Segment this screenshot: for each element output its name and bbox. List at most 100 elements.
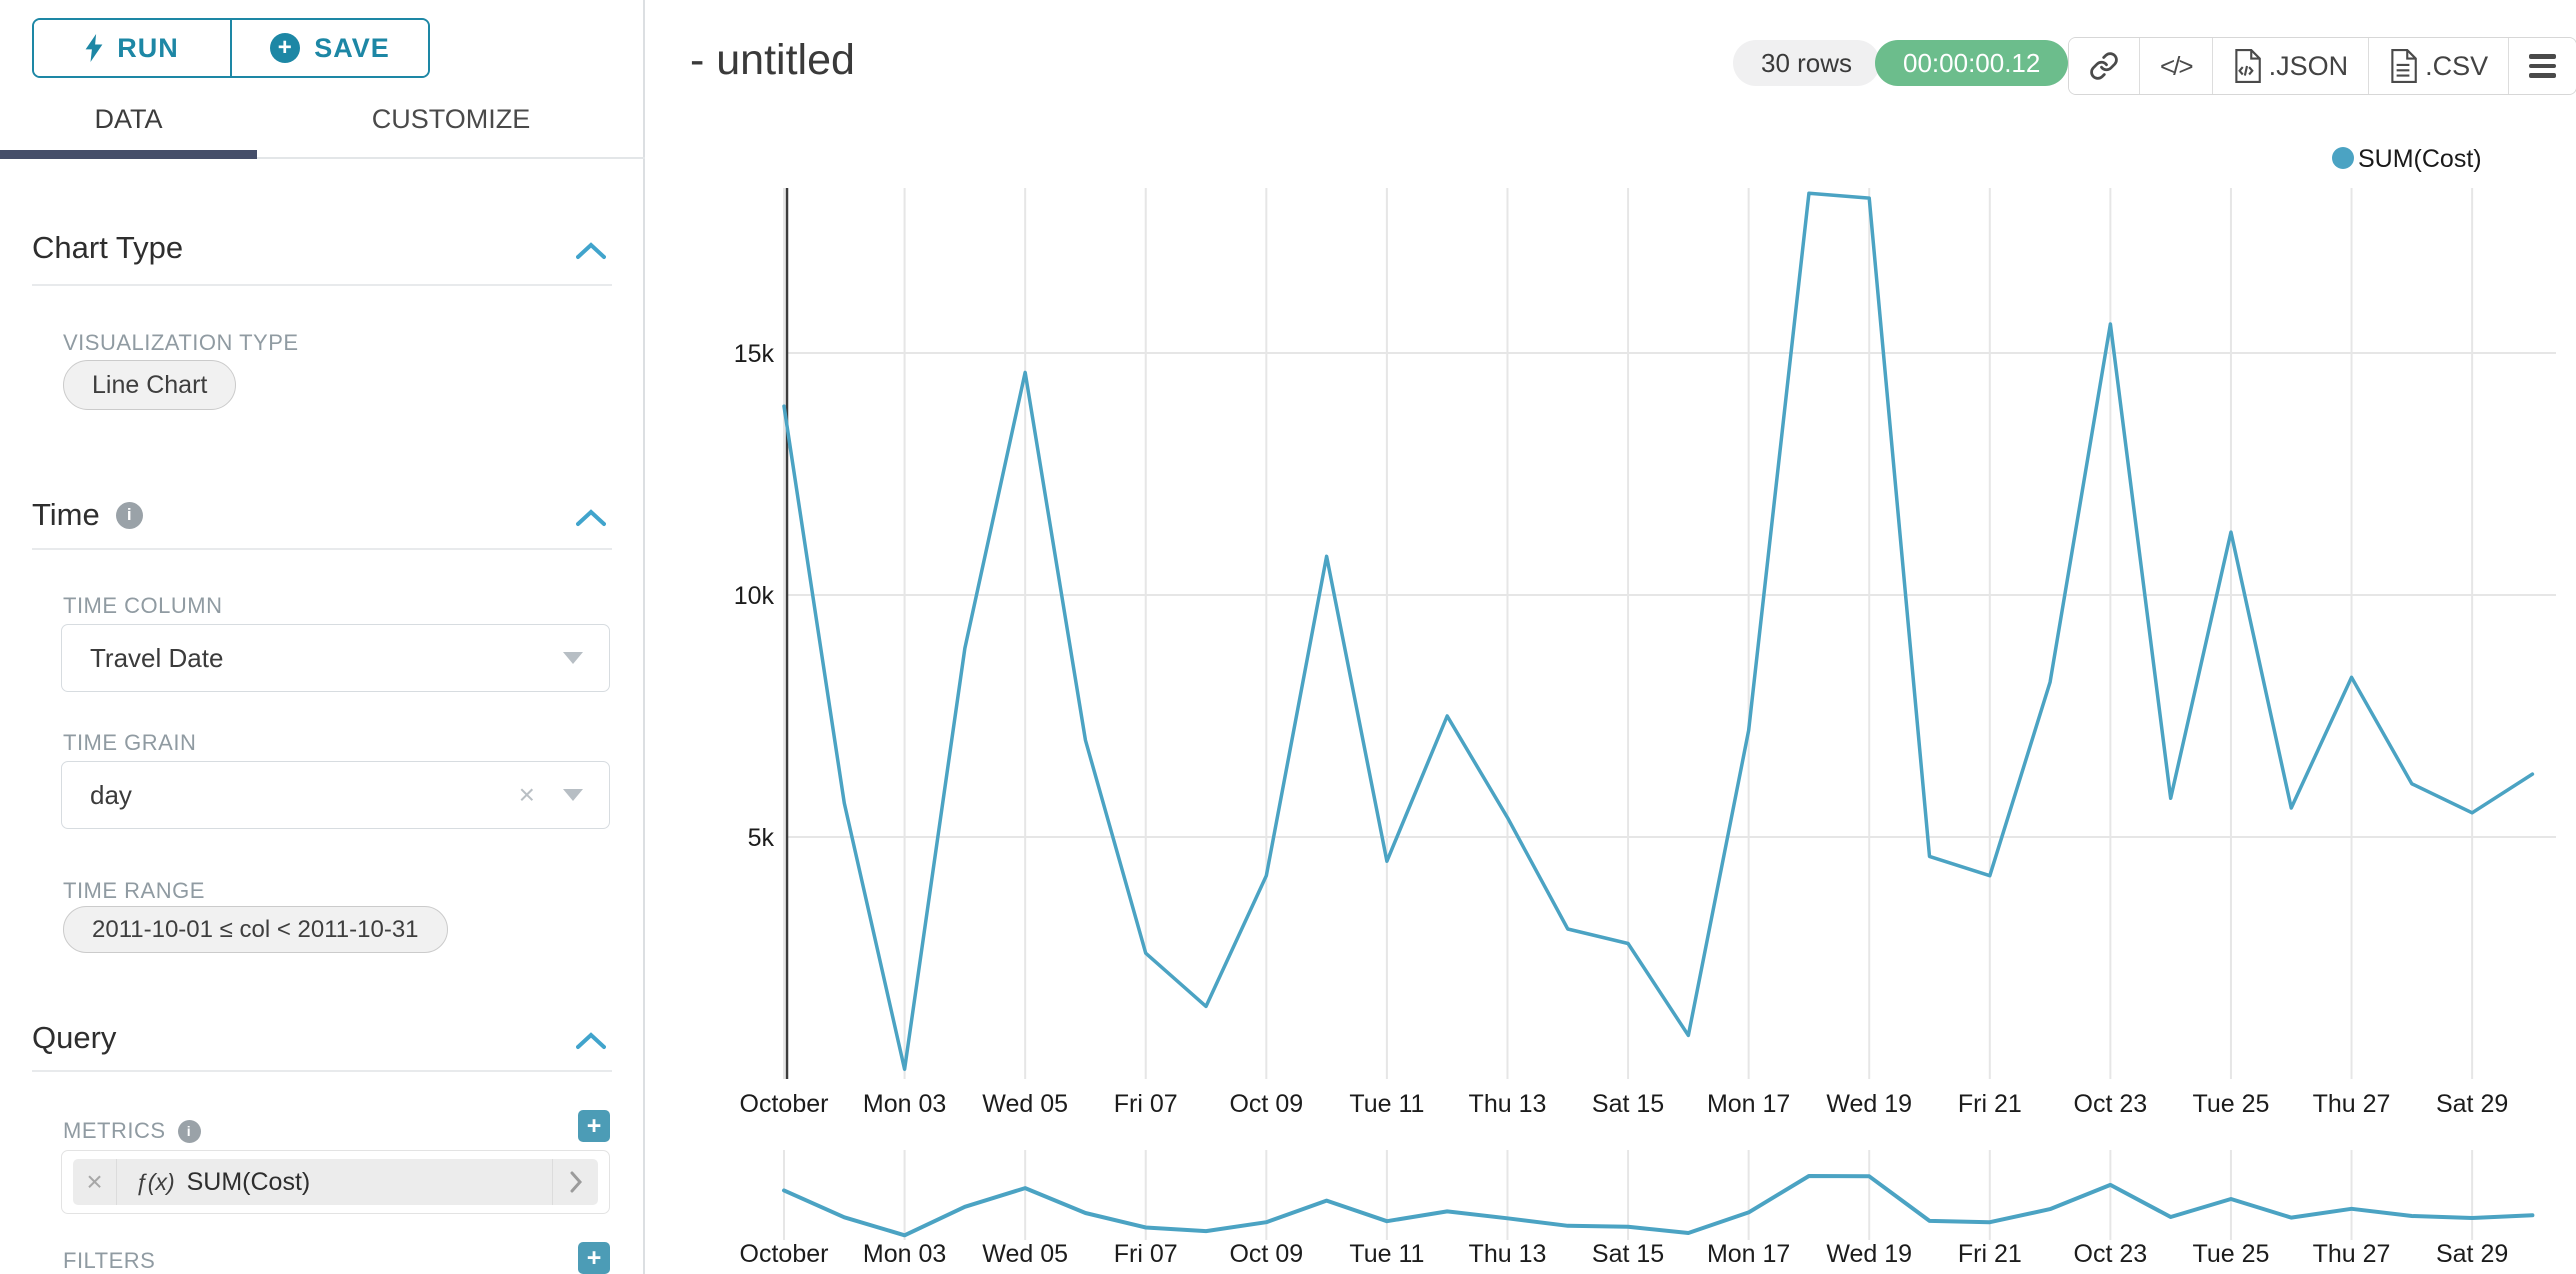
section-chart-type: Chart Type — [32, 230, 183, 266]
time-grain-value: day — [90, 779, 132, 810]
time-grain-select[interactable]: day × — [61, 761, 610, 829]
y-axis-tick-label: 15k — [734, 340, 775, 368]
mini-x-axis-tick-label: Fri 21 — [1958, 1240, 2022, 1268]
export-json-button[interactable]: .JSON — [2211, 38, 2369, 94]
section-divider — [32, 1070, 612, 1072]
export-csv-button[interactable]: .CSV — [2368, 38, 2509, 94]
metrics-label-text: METRICS — [63, 1118, 166, 1143]
x-axis-tick-label: Tue 11 — [1349, 1090, 1424, 1118]
tab-customize[interactable]: CUSTOMIZE — [371, 104, 531, 134]
info-icon: i — [115, 501, 143, 529]
x-axis-tick-label: Fri 21 — [1958, 1090, 2022, 1118]
mini-x-axis-tick-label: Wed 05 — [982, 1240, 1068, 1268]
x-axis-tick-label: Thu 13 — [1469, 1090, 1547, 1118]
tab-data[interactable]: DATA — [94, 104, 163, 134]
function-icon: ƒ(x) — [135, 1168, 175, 1195]
x-axis-tick-label: Oct 09 — [1229, 1090, 1303, 1118]
series-line-sum-cost — [782, 191, 2535, 1072]
save-label: SAVE — [314, 32, 390, 63]
mini-x-axis-tick-label: Thu 27 — [2313, 1240, 2391, 1268]
x-axis-tick-label: Sat 15 — [1592, 1090, 1664, 1118]
control-panel: RUN + SAVE DATA CUSTOMIZE Chart Type VIS… — [0, 0, 645, 1274]
metrics-label: METRICS i — [63, 1118, 201, 1144]
row-count-badge: 30 rows — [1733, 40, 1881, 86]
time-column-label: TIME COLUMN — [63, 593, 223, 618]
export-toolbar: </> .JSON .CSV — [2068, 37, 2576, 95]
section-divider — [32, 548, 612, 550]
y-axis-tick-label: 10k — [734, 582, 775, 610]
section-divider — [32, 284, 612, 286]
section-chart-type-title: Chart Type — [32, 230, 184, 265]
time-range-pill[interactable]: 2011-10-01 ≤ col < 2011-10-31 — [63, 906, 448, 953]
mini-x-axis-tick-label: Oct 23 — [2074, 1240, 2148, 1268]
legend-dot[interactable] — [2332, 147, 2354, 169]
tabs-divider — [0, 157, 645, 159]
x-axis-tick-label: Fri 07 — [1114, 1090, 1178, 1118]
mini-x-axis-tick-label: Mon 03 — [863, 1240, 946, 1268]
metric-field: × ƒ(x) SUM(Cost) — [61, 1150, 610, 1214]
x-axis-tick-label: Oct 23 — [2074, 1090, 2148, 1118]
metric-name: SUM(Cost) — [186, 1167, 311, 1196]
panel-tabs: DATA CUSTOMIZE — [0, 98, 645, 160]
metric-pill[interactable]: × ƒ(x) SUM(Cost) — [73, 1159, 598, 1205]
time-range-label: TIME RANGE — [63, 878, 205, 903]
run-label: RUN — [117, 32, 179, 63]
legend-label[interactable]: SUM(Cost) — [2358, 145, 2482, 173]
share-link-button[interactable] — [2069, 38, 2139, 94]
csv-file-icon — [2391, 49, 2417, 83]
time-grain-label: TIME GRAIN — [63, 730, 197, 755]
section-time: Time i — [32, 497, 143, 533]
mini-x-axis-tick-label: Thu 13 — [1469, 1240, 1547, 1268]
remove-metric-icon[interactable]: × — [73, 1159, 117, 1205]
collapse-chevron-icon[interactable] — [576, 1032, 606, 1050]
collapse-chevron-icon[interactable] — [576, 242, 606, 260]
add-filter-button[interactable]: + — [578, 1242, 610, 1274]
run-button[interactable]: RUN — [34, 20, 230, 76]
caret-down-icon — [563, 652, 583, 664]
chart-title[interactable]: - untitled — [690, 36, 855, 84]
expand-metric-icon[interactable] — [552, 1159, 598, 1205]
x-axis-tick-label: Wed 05 — [982, 1090, 1068, 1118]
section-query: Query — [32, 1020, 116, 1056]
section-query-title: Query — [32, 1020, 117, 1055]
mini-x-axis-tick-label: Fri 07 — [1114, 1240, 1178, 1268]
link-icon — [2090, 52, 2118, 80]
export-json-label: .JSON — [2268, 50, 2349, 81]
x-axis-tick-label: Mon 03 — [863, 1090, 946, 1118]
x-axis-tick-label: Tue 25 — [2193, 1090, 2270, 1118]
caret-down-icon — [563, 789, 583, 801]
mini-x-axis-tick-label: Sat 29 — [2436, 1240, 2508, 1268]
query-actions: RUN + SAVE — [32, 18, 430, 78]
menu-button[interactable] — [2508, 38, 2576, 94]
metric-body: ƒ(x) SUM(Cost) — [117, 1168, 552, 1197]
active-tab-indicator — [0, 150, 257, 159]
y-axis-tick-label: 5k — [748, 824, 775, 852]
mini-x-axis-tick-label: Sat 15 — [1592, 1240, 1664, 1268]
time-column-value: Travel Date — [90, 642, 224, 673]
view-query-button[interactable]: </> — [2139, 38, 2212, 94]
mini-x-axis-tick-label: Wed 19 — [1826, 1240, 1912, 1268]
collapse-chevron-icon[interactable] — [576, 509, 606, 527]
lightning-icon — [85, 34, 103, 62]
mini-x-axis-tick-label: Oct 09 — [1229, 1240, 1303, 1268]
json-file-icon — [2234, 49, 2261, 83]
code-icon: </> — [2160, 50, 2194, 81]
x-axis-tick-label: Mon 17 — [1707, 1090, 1790, 1118]
mini-x-axis-tick-label: Mon 17 — [1707, 1240, 1790, 1268]
x-axis-tick-label: Thu 27 — [2313, 1090, 2391, 1118]
query-timer-badge: 00:00:00.12 — [1875, 40, 2069, 86]
mini-series-line — [782, 1174, 2535, 1238]
add-metric-button[interactable]: + — [578, 1110, 610, 1142]
save-button[interactable]: + SAVE — [230, 20, 428, 76]
time-column-select[interactable]: Travel Date — [61, 624, 610, 692]
x-axis-tick-label: Wed 19 — [1826, 1090, 1912, 1118]
x-axis-tick-label: October — [740, 1090, 829, 1118]
export-csv-label: .CSV — [2425, 50, 2489, 81]
mini-x-axis-tick-label: October — [740, 1240, 829, 1268]
plus-circle-icon: + — [270, 33, 301, 63]
clear-icon[interactable]: × — [518, 779, 535, 810]
mini-x-axis-tick-label: Tue 11 — [1349, 1240, 1424, 1268]
viz-type-pill[interactable]: Line Chart — [63, 360, 237, 410]
